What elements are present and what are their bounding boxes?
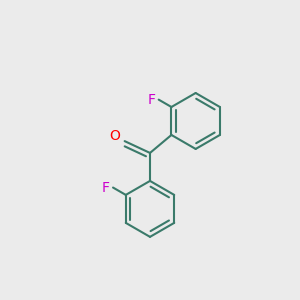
Text: F: F bbox=[101, 181, 110, 194]
Text: F: F bbox=[147, 93, 155, 106]
Text: O: O bbox=[109, 129, 120, 143]
